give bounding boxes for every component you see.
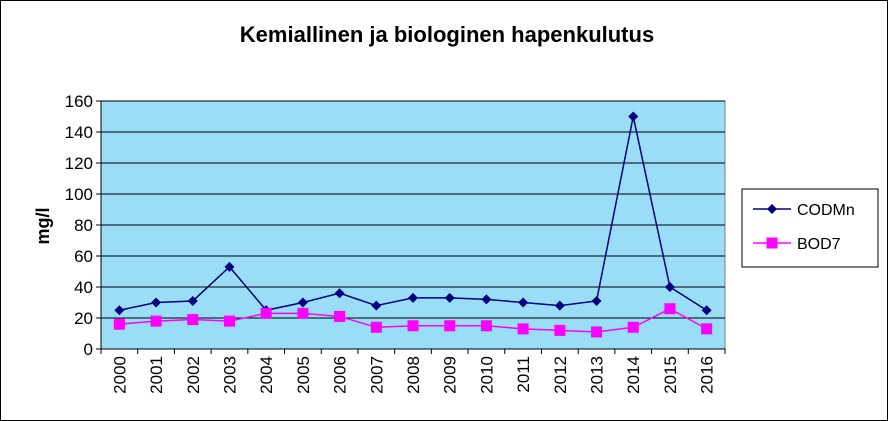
- x-tick-label: 2007: [367, 356, 386, 394]
- x-tick-label: 2010: [477, 356, 496, 394]
- data-point-bod7: [113, 318, 125, 330]
- legend: CODMn BOD7: [741, 188, 879, 268]
- data-point-bod7: [554, 324, 566, 336]
- data-point-codmn: [371, 300, 382, 311]
- x-tick-label: 2015: [661, 356, 680, 394]
- data-point-bod7: [444, 320, 456, 332]
- x-tick-label: 2016: [698, 356, 717, 394]
- data-point-bod7: [223, 315, 235, 327]
- x-tick-label: 2013: [588, 356, 607, 394]
- data-point-codmn: [334, 288, 345, 299]
- x-tick-label: 2012: [551, 356, 570, 394]
- data-point-codmn: [664, 282, 675, 292]
- legend-marker-bod7: [766, 237, 778, 249]
- x-tick-label: 2014: [624, 356, 643, 394]
- x-tick-label: 2000: [110, 356, 129, 394]
- data-point-bod7: [150, 315, 162, 327]
- data-point-codmn: [701, 305, 712, 316]
- legend-label-codmn: CODMn: [797, 202, 855, 219]
- x-tick-label: 2002: [184, 356, 203, 394]
- y-tick-label: 140: [65, 123, 93, 142]
- y-tick-label: 40: [74, 278, 93, 297]
- y-tick-label: 60: [74, 247, 93, 266]
- y-axis-label: mg/l: [33, 207, 53, 244]
- data-point-codmn: [518, 297, 529, 308]
- data-point-codmn: [408, 292, 418, 303]
- data-point-bod7: [591, 326, 603, 338]
- data-point-codmn: [554, 300, 565, 311]
- data-point-bod7: [297, 307, 309, 319]
- x-tick-label: 2001: [147, 356, 166, 394]
- x-tick-label: 2005: [294, 356, 313, 394]
- data-point-bod7: [334, 310, 346, 322]
- x-tick-label: 2006: [331, 356, 350, 394]
- data-point-codmn: [151, 297, 162, 308]
- data-point-codmn: [444, 292, 455, 303]
- data-point-bod7: [701, 323, 713, 335]
- data-point-bod7: [187, 314, 199, 326]
- chart-title: Kemiallinen ja biologinen hapenkulutus: [240, 22, 654, 47]
- data-point-codmn: [591, 295, 602, 306]
- x-tick-label: 2003: [220, 356, 239, 394]
- data-point-codmn: [224, 261, 235, 272]
- legend-label-bod7: BOD7: [797, 236, 841, 253]
- data-point-codmn: [114, 305, 125, 316]
- data-point-bod7: [260, 307, 272, 319]
- data-point-bod7: [370, 321, 382, 333]
- y-tick-label: 20: [74, 309, 93, 328]
- y-tick-label: 0: [84, 340, 93, 359]
- data-point-bod7: [407, 320, 419, 332]
- x-tick-label: 2008: [404, 356, 423, 394]
- data-point-codmn: [628, 111, 639, 122]
- data-point-bod7: [627, 321, 639, 333]
- data-point-bod7: [480, 320, 492, 332]
- y-tick-label: 80: [74, 216, 93, 235]
- data-point-bod7: [664, 303, 676, 315]
- data-point-codmn: [187, 295, 198, 306]
- x-tick-label: 2011: [514, 356, 533, 393]
- legend-box: [741, 188, 879, 268]
- y-tick-label: 100: [65, 185, 93, 204]
- y-tick-label: 120: [65, 154, 93, 173]
- y-tick-label: 160: [65, 92, 93, 111]
- data-point-codmn: [481, 294, 492, 305]
- data-point-bod7: [517, 323, 529, 335]
- x-tick-label: 2004: [257, 356, 276, 394]
- data-point-codmn: [297, 297, 308, 308]
- legend-marker-codmn: [767, 204, 777, 214]
- x-tick-label: 2009: [441, 356, 460, 394]
